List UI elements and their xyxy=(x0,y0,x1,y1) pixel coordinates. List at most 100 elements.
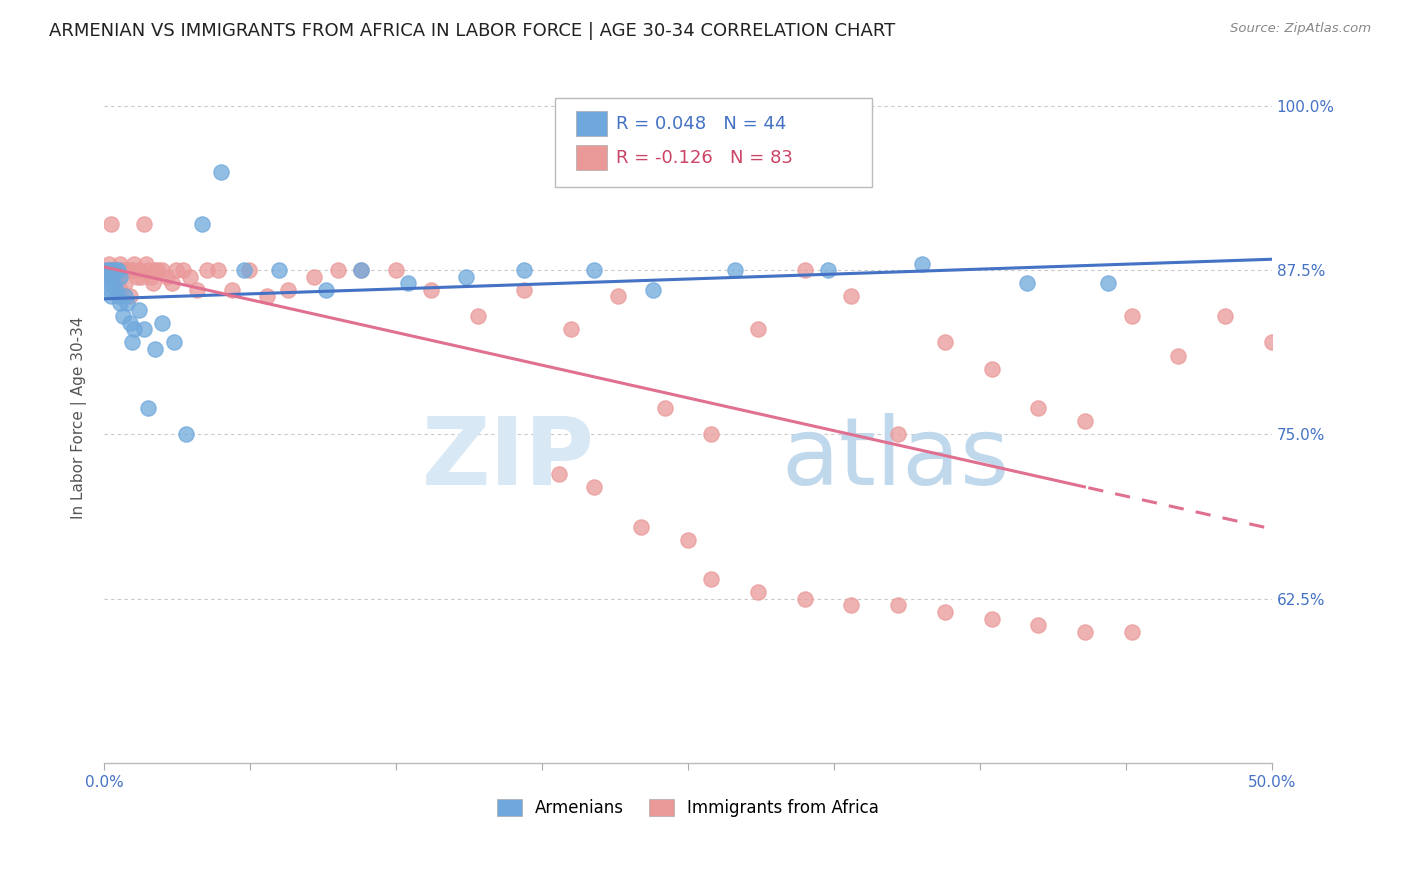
Point xyxy=(817,263,839,277)
Text: Source: ZipAtlas.com: Source: ZipAtlas.com xyxy=(1230,22,1371,36)
Point xyxy=(150,263,173,277)
Point xyxy=(1121,624,1143,639)
Point xyxy=(125,269,148,284)
Point xyxy=(100,263,122,277)
Point xyxy=(315,283,337,297)
Point xyxy=(136,401,159,416)
Point xyxy=(104,283,127,297)
Point xyxy=(256,289,278,303)
Point xyxy=(143,342,166,356)
Point xyxy=(110,296,132,310)
Point xyxy=(420,283,443,297)
Point xyxy=(135,257,157,271)
Point xyxy=(910,257,932,271)
Point xyxy=(118,316,141,330)
Point xyxy=(195,263,218,277)
Point xyxy=(163,335,186,350)
Point xyxy=(641,283,664,297)
Point xyxy=(97,257,120,271)
Point xyxy=(238,263,260,277)
Point xyxy=(121,263,143,277)
Point xyxy=(103,277,125,291)
Point xyxy=(654,401,676,416)
Point xyxy=(97,277,120,291)
Point xyxy=(277,283,299,297)
Point xyxy=(630,519,652,533)
Point xyxy=(107,289,129,303)
Point xyxy=(980,611,1002,625)
Point xyxy=(548,467,571,481)
Point xyxy=(143,263,166,277)
Point xyxy=(1213,309,1236,323)
Point xyxy=(107,263,129,277)
Point xyxy=(150,316,173,330)
Point xyxy=(124,322,146,336)
Point xyxy=(103,269,125,284)
Point xyxy=(107,263,129,277)
Point xyxy=(385,263,408,277)
Point xyxy=(111,263,134,277)
Point xyxy=(96,269,118,284)
Point xyxy=(1026,401,1049,416)
Point xyxy=(583,263,606,277)
Text: atlas: atlas xyxy=(782,414,1010,506)
Point xyxy=(191,217,214,231)
Text: ZIP: ZIP xyxy=(422,414,595,506)
Point xyxy=(172,263,194,277)
Point xyxy=(100,289,122,303)
Point xyxy=(233,263,256,277)
Point xyxy=(121,335,143,350)
Point xyxy=(396,277,419,291)
Point xyxy=(583,480,606,494)
Point xyxy=(100,217,122,231)
Point xyxy=(132,217,155,231)
Point xyxy=(302,269,325,284)
Point xyxy=(104,263,127,277)
Point xyxy=(124,257,146,271)
Point xyxy=(887,599,910,613)
Point xyxy=(146,263,169,277)
Text: R = 0.048   N = 44: R = 0.048 N = 44 xyxy=(616,115,786,133)
Point xyxy=(1074,414,1097,428)
Point xyxy=(104,283,127,297)
Point xyxy=(104,263,127,277)
Point xyxy=(1097,277,1119,291)
Legend: Armenians, Immigrants from Africa: Armenians, Immigrants from Africa xyxy=(489,792,886,824)
Point xyxy=(326,263,349,277)
Point xyxy=(980,361,1002,376)
Point xyxy=(1074,624,1097,639)
Point xyxy=(179,269,201,284)
Point xyxy=(142,277,165,291)
Point xyxy=(1026,618,1049,632)
Point xyxy=(467,309,489,323)
Point xyxy=(100,263,122,277)
Point xyxy=(103,263,125,277)
Point xyxy=(107,269,129,284)
Point xyxy=(186,283,208,297)
Point xyxy=(793,591,815,606)
Point xyxy=(97,263,120,277)
Point xyxy=(156,269,179,284)
Text: ARMENIAN VS IMMIGRANTS FROM AFRICA IN LABOR FORCE | AGE 30-34 CORRELATION CHART: ARMENIAN VS IMMIGRANTS FROM AFRICA IN LA… xyxy=(49,22,896,40)
Point xyxy=(136,263,159,277)
Point xyxy=(96,263,118,277)
Point xyxy=(128,302,150,317)
Point xyxy=(174,427,197,442)
Point xyxy=(97,263,120,277)
Point xyxy=(96,263,118,277)
Point xyxy=(841,289,863,303)
Point xyxy=(700,572,723,586)
Point xyxy=(841,599,863,613)
Point xyxy=(934,605,956,619)
Point xyxy=(793,263,815,277)
Point xyxy=(111,309,134,323)
Point xyxy=(100,263,122,277)
Point xyxy=(887,427,910,442)
Text: R = -0.126   N = 83: R = -0.126 N = 83 xyxy=(616,149,793,167)
Point xyxy=(117,296,139,310)
Point xyxy=(165,263,187,277)
Point xyxy=(513,263,536,277)
Point xyxy=(606,289,628,303)
Point xyxy=(129,269,152,284)
Point xyxy=(118,263,141,277)
